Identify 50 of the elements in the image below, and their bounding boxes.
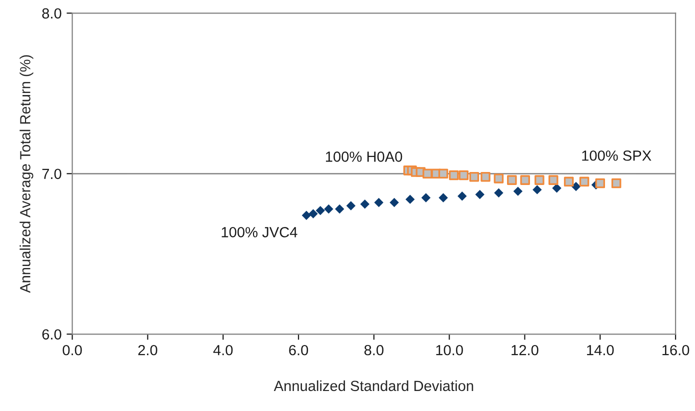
point	[494, 174, 504, 184]
point	[532, 185, 542, 194]
point	[421, 193, 431, 202]
point	[564, 176, 574, 187]
point	[552, 183, 562, 193]
point	[548, 175, 558, 185]
y-tick-label: 6.0	[42, 329, 62, 340]
point	[475, 190, 484, 200]
point	[406, 194, 415, 204]
annotation: 100% H0A0	[326, 152, 402, 162]
x-tick-label: 16.0	[662, 344, 690, 356]
point	[458, 192, 467, 201]
x-tick-label: 14.0	[587, 344, 614, 356]
point	[579, 176, 590, 187]
point	[534, 175, 544, 185]
x-tick-label: 10.0	[436, 344, 463, 356]
y-axis-title: Annualized Average Total Return (%)	[20, 55, 34, 293]
point	[438, 193, 448, 202]
point	[480, 172, 490, 182]
point	[520, 175, 530, 185]
x-tick-label: 4.0	[213, 344, 233, 356]
x-tick-label: 2.0	[138, 344, 158, 356]
point	[390, 198, 399, 208]
x-axis-title: Annualized Standard Deviation	[274, 380, 474, 392]
x-tick-label: 12.0	[512, 344, 538, 356]
point	[611, 178, 622, 188]
point	[324, 204, 334, 214]
point	[595, 178, 606, 188]
annotation: 100% JVC4	[222, 227, 298, 238]
point	[469, 172, 480, 182]
annotation: 100% SPX	[582, 150, 652, 161]
x-tick-label: 8.0	[364, 344, 384, 356]
point	[308, 209, 318, 218]
y-tick-label: 8.0	[42, 8, 62, 19]
point	[374, 198, 384, 208]
point	[334, 204, 344, 214]
x-tick-label: 6.0	[289, 344, 308, 356]
point	[346, 201, 356, 210]
point	[360, 200, 370, 209]
point	[302, 210, 312, 220]
point	[513, 186, 523, 196]
y-tick-label: 7.0	[42, 168, 62, 180]
point	[571, 182, 581, 192]
point	[458, 170, 469, 180]
point	[507, 175, 517, 185]
point	[494, 188, 504, 198]
point	[448, 170, 459, 180]
point	[316, 206, 325, 216]
point	[438, 168, 448, 179]
x-tick-label: 0.0	[62, 344, 82, 356]
